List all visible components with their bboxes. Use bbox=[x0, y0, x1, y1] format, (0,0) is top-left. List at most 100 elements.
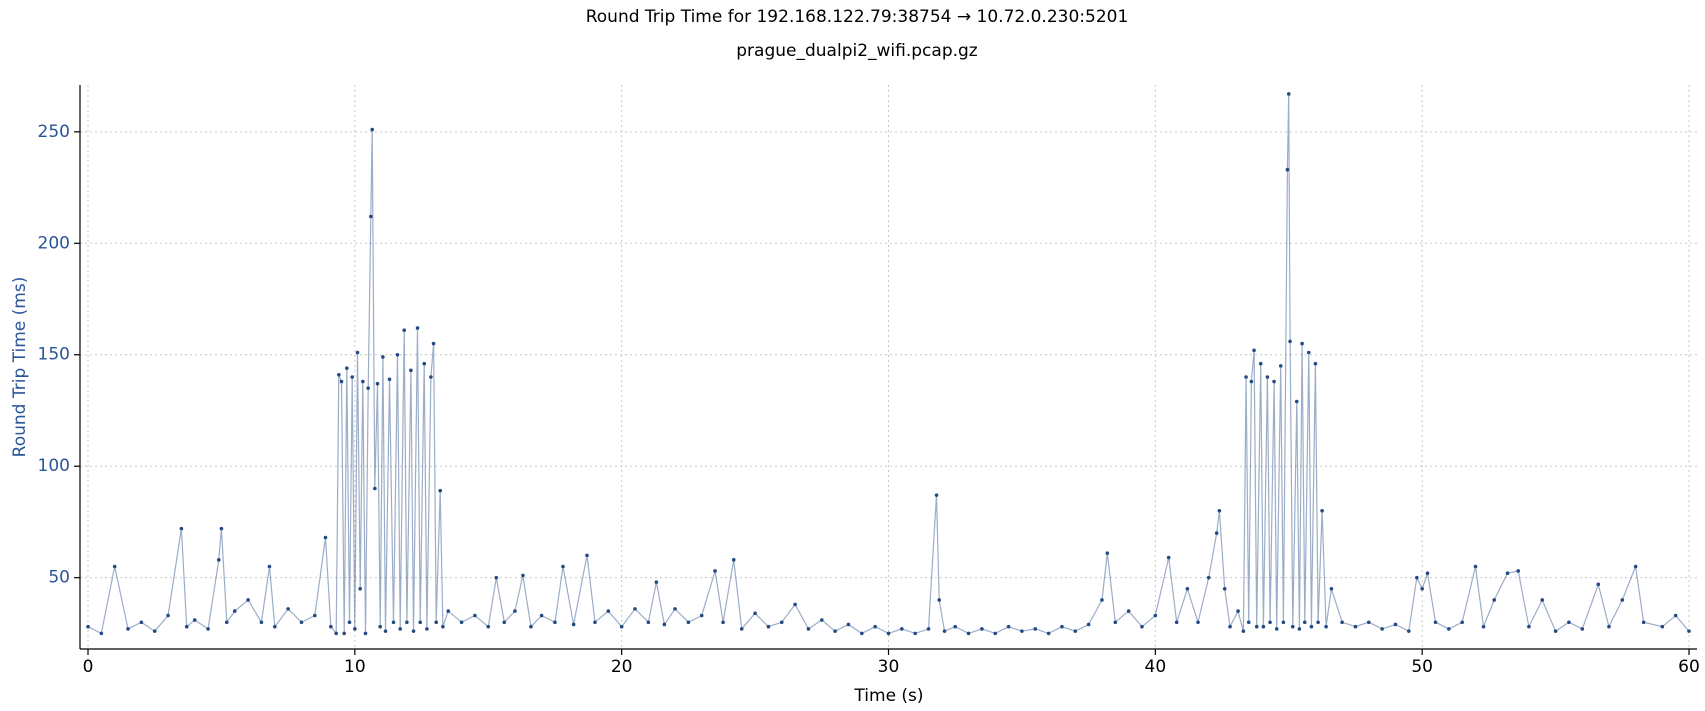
rtt-point bbox=[529, 624, 533, 629]
rtt-point bbox=[494, 575, 499, 580]
rtt-point bbox=[713, 569, 717, 573]
rtt-point bbox=[219, 526, 224, 531]
x-tick-label: 50 bbox=[1411, 657, 1433, 677]
rtt-point bbox=[1353, 624, 1358, 629]
y-tick-label: 250 bbox=[38, 122, 70, 142]
rtt-point bbox=[1553, 629, 1558, 633]
rtt-point bbox=[415, 326, 420, 330]
rtt-point bbox=[561, 564, 565, 569]
rtt-point bbox=[1324, 624, 1328, 629]
rtt-point bbox=[358, 587, 362, 591]
rtt-point bbox=[1252, 348, 1256, 353]
rtt-point bbox=[1492, 598, 1497, 602]
rtt-point bbox=[753, 611, 757, 616]
rtt-point bbox=[1297, 627, 1302, 631]
rtt-point bbox=[913, 631, 917, 636]
rtt-point bbox=[267, 564, 272, 569]
rtt-point bbox=[521, 573, 525, 578]
rtt-point bbox=[1306, 350, 1311, 355]
rtt-point bbox=[1340, 620, 1344, 625]
rtt-point bbox=[593, 620, 597, 625]
rtt-point bbox=[431, 341, 436, 346]
rtt-point bbox=[731, 558, 736, 562]
chart-title: Round Trip Time for 192.168.122.79:38754… bbox=[586, 7, 1129, 27]
rtt-point bbox=[1166, 555, 1171, 560]
rtt-point bbox=[1265, 375, 1270, 379]
rtt-point bbox=[966, 631, 971, 636]
rtt-point bbox=[126, 627, 130, 631]
rtt-point bbox=[1196, 620, 1200, 625]
rtt-point bbox=[1580, 627, 1585, 631]
rtt-point bbox=[539, 613, 544, 618]
rtt-point bbox=[112, 564, 117, 569]
rtt-point bbox=[429, 375, 433, 379]
rtt-point bbox=[502, 620, 507, 625]
rtt-point bbox=[1380, 627, 1384, 631]
rtt-point bbox=[934, 493, 939, 497]
rtt-point bbox=[1060, 624, 1064, 629]
rtt-point bbox=[721, 620, 725, 625]
rtt-point bbox=[953, 624, 958, 629]
rtt-point bbox=[1633, 564, 1638, 569]
rtt-point bbox=[1302, 620, 1307, 625]
rtt-point bbox=[370, 127, 374, 132]
rtt-point bbox=[342, 631, 346, 636]
rtt-point bbox=[1286, 92, 1291, 96]
rtt-point bbox=[299, 620, 304, 625]
rtt-point bbox=[272, 624, 277, 629]
rtt-point bbox=[139, 620, 144, 625]
rtt-point bbox=[900, 627, 904, 631]
rtt-point bbox=[391, 620, 396, 625]
rtt-point bbox=[246, 598, 250, 602]
rtt-point bbox=[633, 607, 637, 611]
rtt-point bbox=[184, 624, 189, 629]
rtt-point bbox=[686, 620, 691, 625]
rtt-point bbox=[1425, 571, 1430, 576]
rtt-point bbox=[1206, 575, 1211, 580]
rtt-point bbox=[1420, 587, 1424, 591]
rtt-point bbox=[1073, 629, 1078, 633]
rtt-point bbox=[373, 486, 377, 491]
rtt-point bbox=[323, 535, 328, 540]
rtt-point bbox=[398, 627, 402, 631]
rtt-point bbox=[1313, 361, 1318, 366]
rtt-point bbox=[286, 607, 290, 611]
rtt-point bbox=[350, 375, 354, 379]
rtt-point bbox=[1687, 629, 1691, 633]
rtt-point bbox=[1046, 631, 1051, 636]
rtt-point bbox=[473, 613, 477, 618]
rtt-point bbox=[405, 620, 409, 625]
rtt-point bbox=[1309, 624, 1314, 629]
y-tick-label: 50 bbox=[48, 568, 70, 588]
rtt-point bbox=[1329, 587, 1334, 591]
rtt-point bbox=[553, 620, 557, 625]
rtt-point bbox=[779, 620, 784, 625]
rtt-point bbox=[99, 631, 104, 636]
rtt-point bbox=[1236, 609, 1240, 613]
rtt-point bbox=[459, 620, 464, 625]
rtt-point bbox=[353, 627, 357, 631]
rtt-point bbox=[926, 627, 931, 631]
rtt-point bbox=[513, 609, 517, 613]
rtt-point bbox=[339, 379, 344, 384]
rtt-point bbox=[1153, 613, 1158, 618]
x-tick-label: 20 bbox=[611, 657, 633, 677]
rtt-point bbox=[1620, 598, 1625, 602]
rtt-point bbox=[166, 613, 170, 618]
rtt-point bbox=[1505, 571, 1510, 576]
rtt-point bbox=[1244, 375, 1248, 379]
rtt-point bbox=[216, 558, 221, 562]
rtt-point bbox=[446, 609, 451, 613]
rtt-point bbox=[418, 620, 423, 625]
rtt-point bbox=[1272, 379, 1276, 384]
rtt-point bbox=[366, 386, 370, 390]
rtt-point bbox=[806, 627, 811, 631]
rtt-point bbox=[942, 629, 947, 633]
rtt-line bbox=[87, 93, 1690, 636]
rtt-point bbox=[1217, 508, 1222, 513]
rtt-point bbox=[1214, 531, 1219, 535]
rtt-point bbox=[646, 620, 651, 625]
rtt-point bbox=[833, 629, 837, 633]
rtt-point bbox=[152, 629, 157, 633]
